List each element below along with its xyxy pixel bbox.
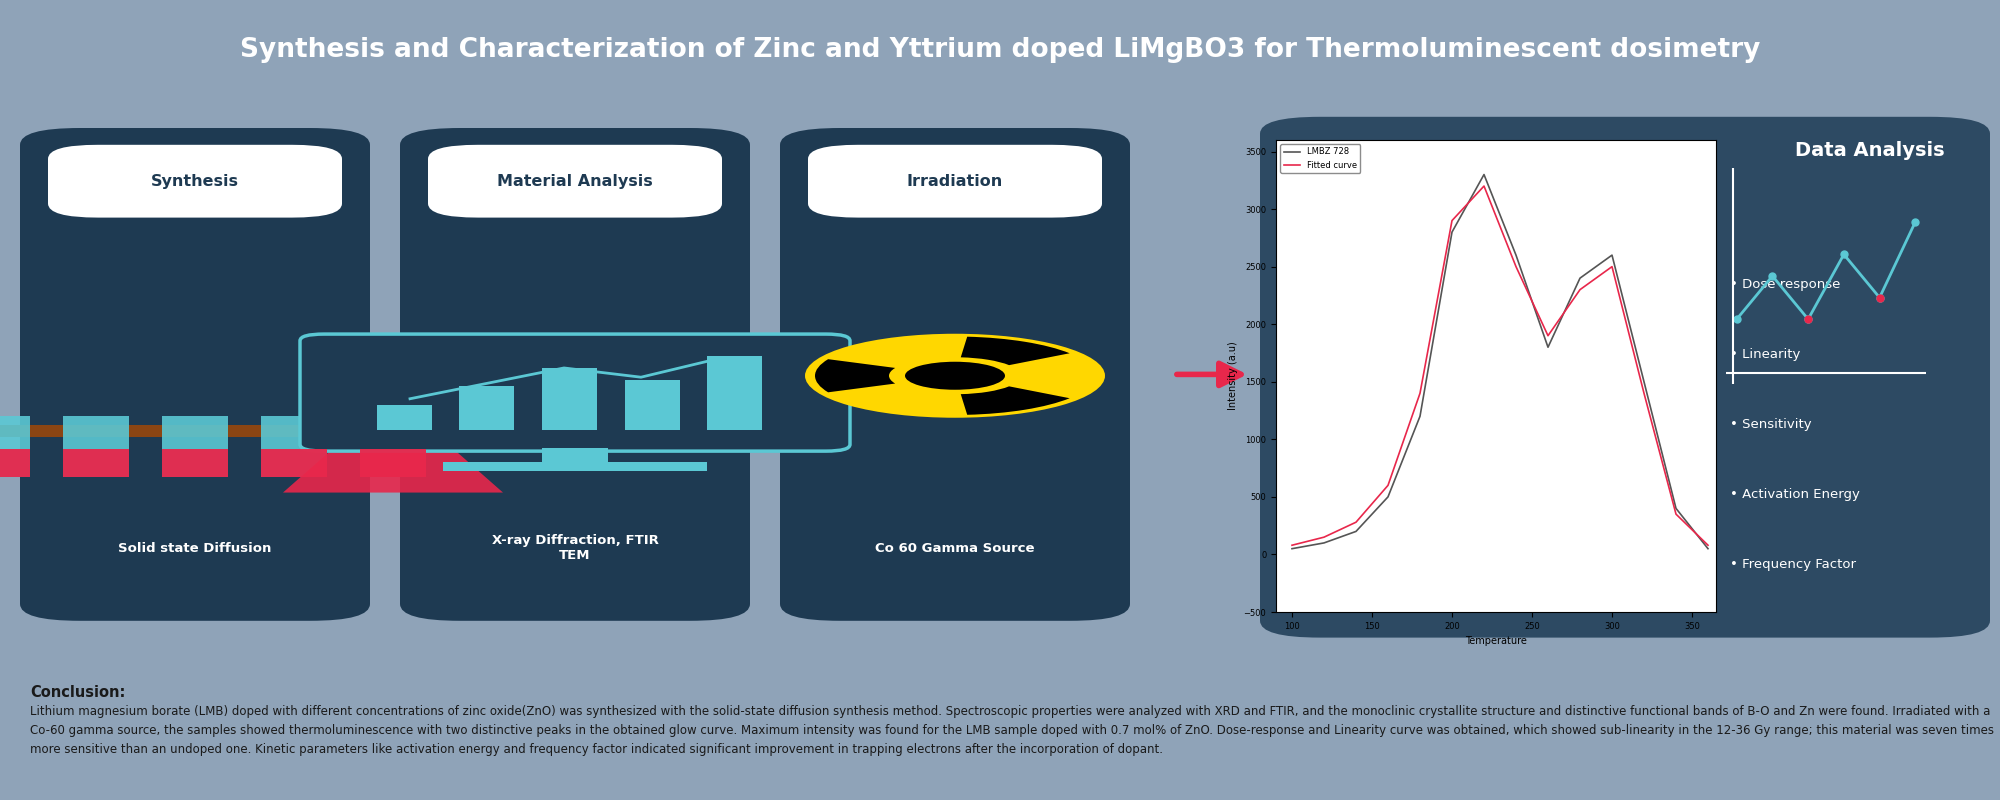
Text: Synthesis and Characterization of Zinc and Yttrium doped LiMgBO3 for Thermolumin: Synthesis and Characterization of Zinc a… (240, 37, 1760, 63)
Line: LMBZ 728: LMBZ 728 (1292, 174, 1708, 549)
Fitted curve (1600, 262, 1624, 271)
Fitted curve (1344, 518, 1368, 527)
Circle shape (804, 334, 1106, 418)
Text: Solid state Diffusion: Solid state Diffusion (118, 542, 272, 554)
Text: Material Analysis: Material Analysis (498, 174, 652, 189)
Text: Data Acquisition: Data Acquisition (1380, 141, 1560, 160)
Bar (162, 415, 228, 477)
Text: Lithium magnesium borate (LMB) doped with different concentrations of zinc oxide: Lithium magnesium borate (LMB) doped wit… (30, 705, 1994, 756)
Y-axis label: Intensity (a.u): Intensity (a.u) (1228, 342, 1238, 410)
Text: • Activation Energy: • Activation Energy (1730, 488, 1860, 502)
Bar (356, 346, 796, 438)
Fitted curve (1472, 182, 1496, 191)
Fitted curve (1664, 510, 1688, 519)
Line: Fitted curve: Fitted curve (1292, 186, 1708, 546)
Wedge shape (960, 337, 1070, 365)
FancyBboxPatch shape (1260, 117, 1990, 638)
Fitted curve (1632, 389, 1656, 398)
Fitted curve (1440, 216, 1464, 226)
LMBZ 728 (1696, 544, 1720, 554)
Fitted curve (1696, 541, 1720, 550)
LMBZ 728 (1632, 377, 1656, 386)
Fitted curve (1568, 285, 1592, 294)
Fitted curve (1312, 532, 1336, 542)
Bar (260, 415, 328, 477)
Fitted curve (1376, 481, 1400, 490)
FancyBboxPatch shape (808, 145, 1102, 218)
Text: • Dose response: • Dose response (1730, 278, 1840, 291)
Bar (62, 415, 128, 477)
LMBZ 728 (1408, 411, 1432, 421)
Bar (708, 356, 762, 430)
FancyBboxPatch shape (300, 334, 850, 451)
Text: • Sensitivity: • Sensitivity (1730, 418, 1812, 431)
LMBZ 728 (1664, 503, 1688, 513)
Bar (360, 450, 426, 477)
Bar (542, 368, 596, 430)
Fitted curve (1280, 541, 1304, 550)
Text: • Frequency Factor: • Frequency Factor (1730, 558, 1856, 571)
Legend: LMBZ 728, Fitted curve: LMBZ 728, Fitted curve (1280, 144, 1360, 173)
LMBZ 728 (1568, 274, 1592, 283)
FancyBboxPatch shape (400, 128, 750, 621)
Wedge shape (960, 386, 1070, 414)
Bar (62, 450, 128, 477)
Bar (162, 450, 228, 477)
LMBZ 728 (1376, 492, 1400, 502)
Bar (0, 415, 30, 477)
LMBZ 728 (1280, 544, 1304, 554)
Bar (376, 405, 432, 430)
LMBZ 728 (1312, 538, 1336, 548)
PathPatch shape (284, 425, 504, 493)
LMBZ 728 (1504, 250, 1528, 260)
Circle shape (906, 362, 1006, 390)
Fitted curve (1408, 389, 1432, 398)
LMBZ 728 (1344, 526, 1368, 536)
LMBZ 728 (1536, 342, 1560, 352)
Bar (260, 450, 328, 477)
Text: Glow curve: Glow curve (1454, 574, 1538, 589)
Fitted curve (1504, 262, 1528, 271)
Text: Co 60 Gamma Source: Co 60 Gamma Source (876, 542, 1034, 554)
Bar (0, 450, 30, 477)
FancyArrowPatch shape (1176, 363, 1242, 386)
FancyBboxPatch shape (428, 145, 722, 218)
LMBZ 728 (1440, 227, 1464, 237)
Text: • Linearity: • Linearity (1730, 348, 1800, 362)
LMBZ 728 (1600, 250, 1624, 260)
LMBZ 728 (1472, 170, 1496, 179)
Text: Synthesis: Synthesis (150, 174, 240, 189)
Bar (542, 448, 608, 470)
Bar (624, 380, 680, 430)
Text: X-ray Diffraction, FTIR
TEM: X-ray Diffraction, FTIR TEM (492, 534, 658, 562)
Bar (442, 462, 708, 471)
FancyBboxPatch shape (48, 145, 342, 218)
FancyBboxPatch shape (20, 128, 370, 621)
X-axis label: Temperature: Temperature (1466, 636, 1526, 646)
FancyBboxPatch shape (780, 128, 1130, 621)
Text: Data Analysis: Data Analysis (1796, 141, 1944, 160)
Wedge shape (816, 359, 896, 392)
Bar (360, 415, 426, 477)
Bar (0, 425, 470, 437)
Text: Irradiation: Irradiation (906, 174, 1004, 189)
Text: Conclusion:: Conclusion: (30, 685, 126, 700)
Fitted curve (1536, 331, 1560, 341)
Bar (460, 386, 514, 430)
